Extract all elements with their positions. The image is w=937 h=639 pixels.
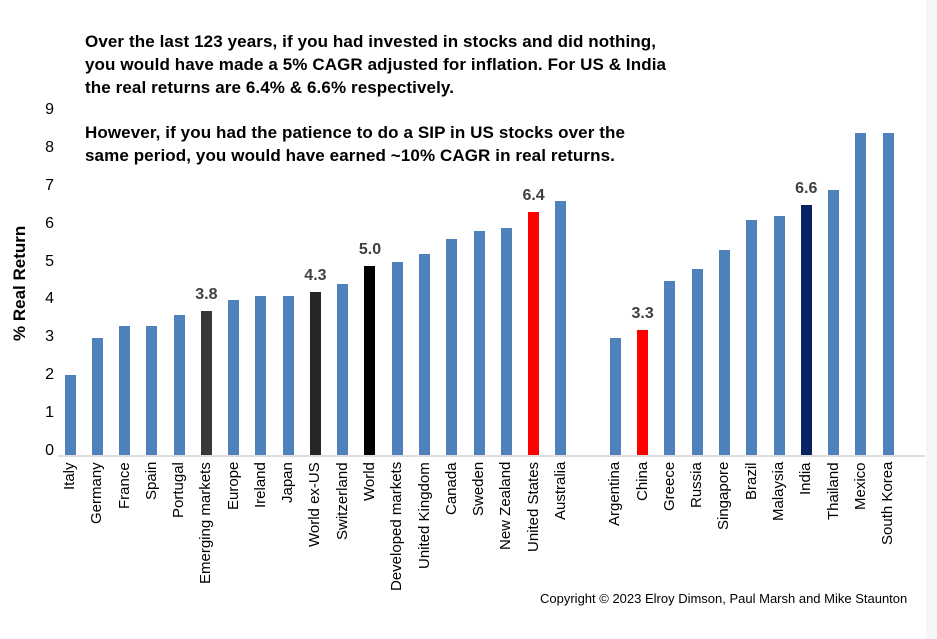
y-tick-6: 6 — [45, 214, 54, 232]
bar-india — [800, 204, 812, 455]
y-tick-8: 8 — [45, 138, 54, 156]
annotation-paragraph-2: However, if you had the patience to do a… — [85, 123, 626, 165]
bar-united-states — [528, 212, 540, 455]
bar-spain — [146, 326, 158, 455]
bar-world-ex-us — [309, 292, 321, 455]
x-label-spain: Spain — [142, 462, 160, 501]
bar-germany — [91, 337, 103, 455]
y-tick-5: 5 — [45, 252, 54, 270]
bar-argentina — [609, 337, 621, 455]
y-tick-1: 1 — [45, 404, 54, 422]
y-tick-3: 3 — [45, 328, 54, 346]
x-label-argentina: Argentina — [606, 462, 624, 527]
x-label-thailand: Thailand — [824, 462, 842, 520]
value-label-united-states: 6.4 — [522, 187, 545, 205]
x-label-france: France — [115, 462, 133, 509]
bar-italy — [64, 375, 76, 455]
x-label-united-kingdom: United Kingdom — [415, 462, 433, 569]
bar-europe — [228, 299, 240, 455]
x-label-ireland: Ireland — [251, 462, 269, 508]
annotation-block: Over the last 123 years, if you had inve… — [85, 30, 775, 189]
y-tick-7: 7 — [45, 176, 54, 194]
bar-russia — [691, 269, 703, 455]
bar-ireland — [255, 295, 267, 455]
x-label-brazil: Brazil — [742, 462, 760, 500]
x-label-singapore: Singapore — [715, 462, 733, 531]
x-label-australia: Australia — [551, 462, 569, 521]
x-label-china: China — [633, 462, 651, 502]
annotation-paragraph-1: Over the last 123 years, if you had inve… — [85, 32, 667, 97]
copyright-text: Copyright © 2023 Elroy Dimson, Paul Mars… — [540, 591, 908, 606]
x-label-malaysia: Malaysia — [770, 462, 788, 522]
x-label-united-states: United States — [524, 462, 542, 553]
value-label-emerging-markets: 3.8 — [195, 285, 218, 303]
x-label-world: World — [360, 462, 378, 501]
bar-thailand — [828, 189, 840, 455]
x-label-south-korea: South Korea — [879, 462, 897, 546]
x-label-sweden: Sweden — [470, 462, 488, 517]
y-tick-4: 4 — [45, 290, 54, 308]
value-label-china: 3.3 — [631, 304, 654, 322]
bar-malaysia — [773, 216, 785, 455]
x-label-germany: Germany — [88, 462, 106, 524]
bar-sweden — [473, 231, 485, 455]
bar-developed-markets — [391, 261, 403, 455]
x-label-new-zealand: New Zealand — [497, 462, 515, 551]
bar-world — [364, 265, 376, 455]
x-label-india: India — [797, 462, 815, 495]
x-label-world-ex-us: World ex-US — [306, 462, 324, 547]
x-label-greece: Greece — [660, 462, 678, 512]
bar-mexico — [855, 132, 867, 455]
bar-south-korea — [882, 132, 894, 455]
y-tick-9: 9 — [45, 100, 54, 118]
bar-australia — [555, 201, 567, 455]
y-tick-2: 2 — [45, 366, 54, 384]
x-axis-line — [58, 455, 925, 457]
bar-china — [637, 329, 649, 455]
x-label-japan: Japan — [279, 462, 297, 503]
x-label-emerging-markets: Emerging markets — [197, 462, 215, 584]
x-label-europe: Europe — [224, 462, 242, 511]
x-label-portugal: Portugal — [170, 462, 188, 518]
bar-france — [119, 326, 131, 455]
bar-canada — [446, 238, 458, 455]
value-label-world-ex-us: 4.3 — [304, 267, 327, 285]
value-label-world: 5.0 — [358, 240, 382, 258]
page-edge-band — [926, 0, 937, 639]
x-label-switzerland: Switzerland — [333, 462, 351, 540]
y-tick-0: 0 — [45, 442, 54, 459]
bar-portugal — [173, 314, 185, 455]
bar-switzerland — [337, 284, 349, 455]
x-label-russia: Russia — [688, 462, 706, 508]
bar-japan — [282, 295, 294, 455]
bar-new-zealand — [500, 227, 512, 455]
bar-greece — [664, 280, 676, 455]
x-label-mexico: Mexico — [851, 462, 869, 510]
x-label-italy: Italy — [61, 462, 78, 490]
bar-brazil — [746, 220, 758, 455]
bar-singapore — [718, 250, 730, 455]
x-label-developed-markets: Developed markets — [388, 462, 406, 592]
bar-united-kingdom — [419, 254, 430, 455]
x-label-canada: Canada — [442, 462, 460, 515]
value-label-india: 6.6 — [795, 179, 818, 197]
bar-emerging-markets — [200, 310, 212, 455]
